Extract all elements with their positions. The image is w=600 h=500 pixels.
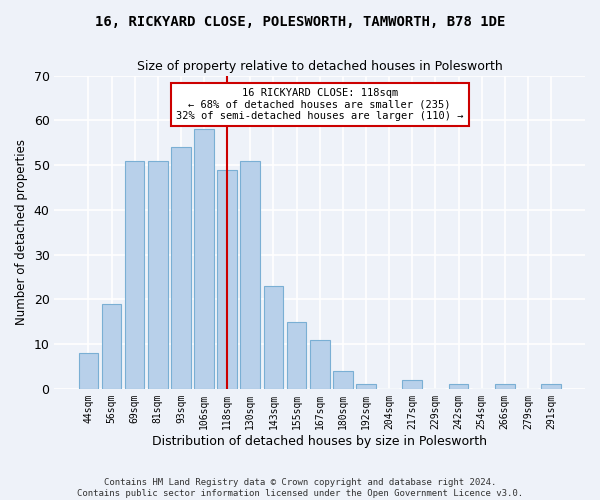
Bar xyxy=(287,322,307,389)
Bar xyxy=(541,384,561,389)
Bar xyxy=(79,353,98,389)
Bar xyxy=(101,304,121,389)
Bar xyxy=(125,160,145,389)
Text: 16 RICKYARD CLOSE: 118sqm
← 68% of detached houses are smaller (235)
32% of semi: 16 RICKYARD CLOSE: 118sqm ← 68% of detac… xyxy=(176,88,463,122)
Bar xyxy=(403,380,422,389)
Bar xyxy=(194,130,214,389)
Bar xyxy=(217,170,237,389)
Bar xyxy=(263,286,283,389)
Title: Size of property relative to detached houses in Polesworth: Size of property relative to detached ho… xyxy=(137,60,503,73)
Bar xyxy=(241,160,260,389)
Bar xyxy=(148,160,167,389)
Bar xyxy=(449,384,469,389)
Bar xyxy=(333,371,353,389)
Bar xyxy=(356,384,376,389)
Bar xyxy=(495,384,515,389)
X-axis label: Distribution of detached houses by size in Polesworth: Distribution of detached houses by size … xyxy=(152,434,487,448)
Bar xyxy=(171,147,191,389)
Y-axis label: Number of detached properties: Number of detached properties xyxy=(15,139,28,325)
Bar xyxy=(310,340,329,389)
Text: Contains HM Land Registry data © Crown copyright and database right 2024.
Contai: Contains HM Land Registry data © Crown c… xyxy=(77,478,523,498)
Text: 16, RICKYARD CLOSE, POLESWORTH, TAMWORTH, B78 1DE: 16, RICKYARD CLOSE, POLESWORTH, TAMWORTH… xyxy=(95,15,505,29)
